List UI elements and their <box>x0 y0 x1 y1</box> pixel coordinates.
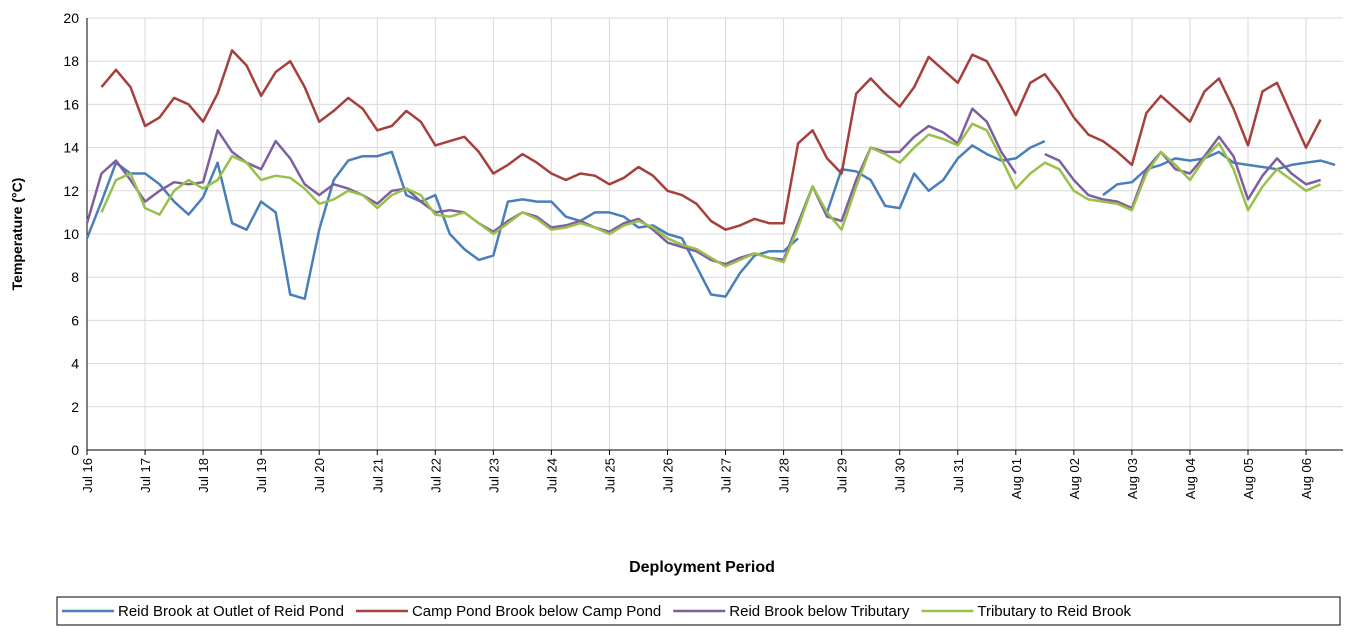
legend-label: Reid Brook at Outlet of Reid Pond <box>118 603 344 620</box>
x-tick-label: Jul 18 <box>196 458 211 493</box>
legend-box <box>56 596 1341 626</box>
x-tick-label: Jul 25 <box>602 458 617 493</box>
y-tick-label: 12 <box>63 183 79 199</box>
y-tick-label: 2 <box>71 399 79 415</box>
x-tick-label: Aug 06 <box>1299 458 1314 499</box>
x-tick-label: Jul 28 <box>777 458 792 493</box>
series-line <box>85 107 1321 266</box>
x-tick-label: Jul 29 <box>835 458 850 493</box>
x-tick-label: Jul 27 <box>719 458 734 493</box>
x-tick-label: Jul 26 <box>661 458 676 493</box>
x-tick-label: Jul 16 <box>80 458 95 493</box>
x-tick-label: Jul 20 <box>312 458 327 493</box>
x-tick-label: Jul 23 <box>486 458 501 493</box>
y-tick-label: 8 <box>71 269 79 285</box>
x-axis-title: Deployment Period <box>629 559 775 576</box>
y-axis-title: Temperature (°C) <box>9 178 25 291</box>
y-tick-label: 4 <box>71 356 79 372</box>
x-tick-label: Jul 24 <box>544 458 559 493</box>
x-tick-label: Jul 17 <box>138 458 153 493</box>
legend-label: Camp Pond Brook below Camp Pond <box>412 603 661 620</box>
y-tick-label: 6 <box>71 312 79 328</box>
y-tick-label: 14 <box>63 140 79 156</box>
x-tick-label: Aug 02 <box>1067 458 1082 499</box>
y-tick-label: 16 <box>63 96 79 112</box>
x-tick-label: Jul 19 <box>254 458 269 493</box>
x-tick-label: Jul 22 <box>428 458 443 493</box>
y-tick-label: 10 <box>63 226 79 242</box>
legend-label: Tributary to Reid Brook <box>977 603 1131 620</box>
x-tick-label: Jul 30 <box>893 458 908 493</box>
x-tick-label: Aug 05 <box>1241 458 1256 499</box>
x-tick-label: Aug 04 <box>1183 458 1198 499</box>
y-tick-label: 18 <box>63 53 79 69</box>
x-tick-label: Aug 01 <box>1009 458 1024 499</box>
x-tick-label: Jul 31 <box>951 458 966 493</box>
y-tick-label: 0 <box>71 442 79 458</box>
y-tick-label: 20 <box>63 10 79 26</box>
legend-label: Reid Brook below Tributary <box>729 603 910 620</box>
x-tick-label: Aug 03 <box>1125 458 1140 499</box>
series-line <box>100 49 1322 231</box>
series-line <box>100 122 1322 268</box>
x-tick-label: Jul 21 <box>370 458 385 493</box>
